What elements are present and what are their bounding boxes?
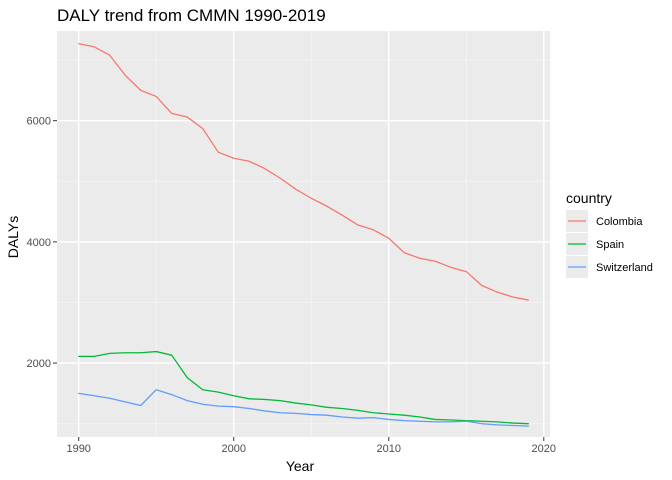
y-axis-tick-label: 2000 bbox=[27, 358, 51, 370]
x-axis-tick-label: 2020 bbox=[532, 443, 556, 455]
x-axis-tick-label: 2010 bbox=[377, 443, 401, 455]
grid-layer bbox=[57, 31, 550, 437]
ticks-layer: 1990 2000 2010 2020 2000 4000 6000 bbox=[27, 116, 557, 455]
legend: country Colombia Spain Switzerland bbox=[566, 190, 653, 278]
y-axis-tick-label: 6000 bbox=[27, 116, 51, 128]
legend-label-spain: Spain bbox=[596, 239, 624, 251]
legend-title: country bbox=[566, 190, 612, 206]
series-layer bbox=[78, 43, 529, 427]
chart-title: DALY trend from CMMN 1990-2019 bbox=[57, 6, 326, 25]
legend-label-colombia: Colombia bbox=[596, 216, 643, 228]
x-axis-tick-label: 1990 bbox=[66, 443, 90, 455]
series-line-spain bbox=[78, 350, 529, 425]
x-axis-tick-label: 2000 bbox=[221, 443, 245, 455]
x-axis-title: Year bbox=[286, 458, 315, 474]
plot-panel bbox=[57, 31, 550, 437]
y-axis-title: DALYs bbox=[5, 216, 21, 259]
y-axis-tick-label: 4000 bbox=[27, 237, 51, 249]
series-line-colombia bbox=[78, 43, 529, 301]
legend-label-switzerland: Switzerland bbox=[596, 262, 653, 274]
series-line-switzerland bbox=[78, 389, 529, 427]
